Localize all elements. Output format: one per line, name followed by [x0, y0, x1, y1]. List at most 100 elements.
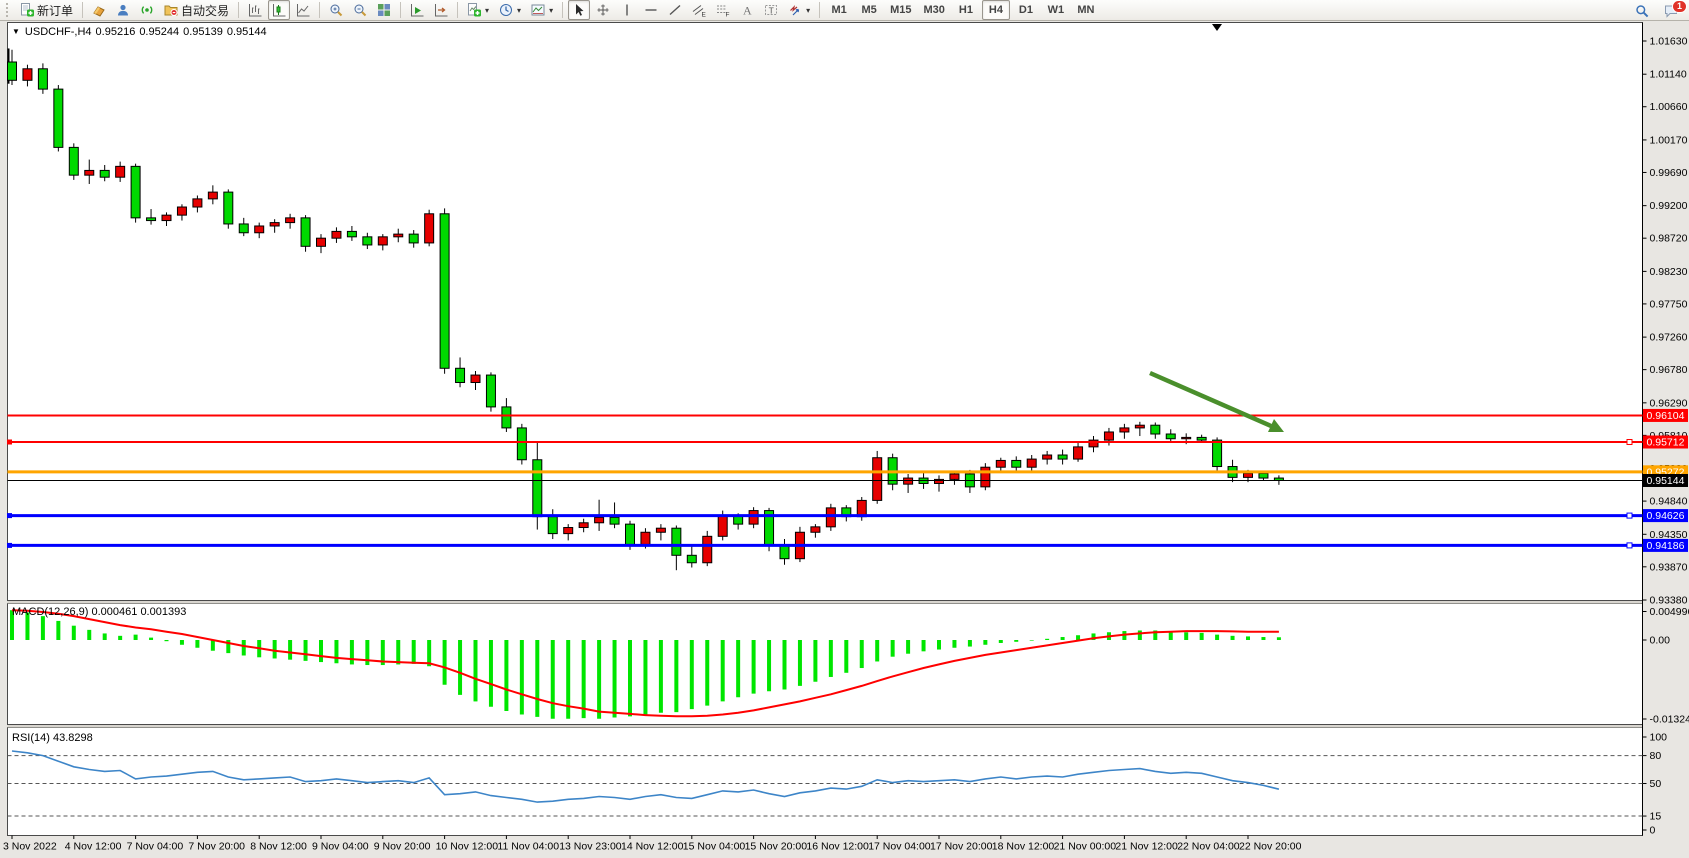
- new-chart-icon: [467, 3, 482, 17]
- cursor-button[interactable]: [568, 0, 591, 20]
- timeframe-m5[interactable]: M5: [855, 0, 883, 20]
- line-handle[interactable]: [7, 439, 12, 445]
- line-handle[interactable]: [7, 513, 12, 519]
- gold-button[interactable]: [88, 0, 110, 20]
- price-tick-label: 1.00660: [1650, 101, 1688, 113]
- line-handle[interactable]: [1626, 439, 1633, 446]
- time-tick-label: 3 Nov 2022: [3, 841, 57, 853]
- price-label-text: 0.94186: [1647, 540, 1685, 552]
- vertical-line-button[interactable]: [616, 0, 638, 20]
- svg-text:E: E: [702, 12, 707, 18]
- rsi-value: 43.8298: [52, 732, 93, 744]
- timeframe-mn[interactable]: MN: [1072, 0, 1100, 20]
- main-toolbar: 新订单 自动交易 ▾ ▾ ▾ E F A T ▾ M1 M5 M15 M30 H1 H4 D1 W1 MN: [0, 0, 1689, 21]
- autotrading-icon: [164, 3, 178, 17]
- text-label-button[interactable]: T: [760, 0, 782, 20]
- dropdown-caret-icon[interactable]: ▾: [517, 5, 522, 15]
- tile-windows-button[interactable]: [373, 0, 395, 20]
- time-tick-label: 17 Nov 20:00: [930, 841, 993, 853]
- toolbar-separator: [819, 2, 821, 18]
- timeframe-d1-label: D1: [1018, 4, 1033, 16]
- line-handle[interactable]: [1626, 512, 1633, 519]
- current-price-line[interactable]: 0.95144: [7, 473, 1689, 487]
- time-tick-label: 17 Nov 04:00: [868, 841, 931, 853]
- channel-button[interactable]: E: [688, 0, 710, 20]
- svg-text:T: T: [769, 5, 774, 15]
- new-chart-button[interactable]: ▾: [463, 0, 493, 20]
- timeframe-h1-label: H1: [958, 4, 973, 16]
- price-axis[interactable]: 1.01630 1.01140 1.00660 1.00170 0.99690 0.992…: [1642, 22, 1689, 837]
- candlestick-button[interactable]: [268, 0, 291, 20]
- notification-badge: 1: [1671, 0, 1687, 13]
- dropdown-caret-icon[interactable]: ▾: [806, 5, 811, 15]
- hline-0.94186[interactable]: 0.94186: [7, 538, 1688, 552]
- channel-icon: E: [692, 3, 706, 17]
- timeframe-mn-label: MN: [1077, 4, 1095, 16]
- rsi-line: [11, 750, 1280, 803]
- template-icon: [531, 3, 545, 17]
- horizontal-line-button[interactable]: [640, 0, 662, 20]
- rsi-panel: [7, 727, 1643, 836]
- price-tick-label: 0.98230: [1650, 266, 1688, 278]
- trend-arrow-annotation[interactable]: [1149, 370, 1284, 432]
- price-label-text: 0.95144: [1647, 475, 1685, 487]
- arrows-button[interactable]: ▾: [784, 0, 814, 20]
- dropdown-caret-icon[interactable]: ▾: [485, 5, 490, 15]
- time-tick-label: 21 Nov 12:00: [1115, 841, 1178, 853]
- cursor-icon: [572, 3, 586, 17]
- new-order-button[interactable]: 新订单: [16, 0, 77, 20]
- timeframe-h1[interactable]: H1: [952, 0, 980, 20]
- toolbar-grip[interactable]: [6, 3, 12, 17]
- templates-button[interactable]: ▾: [527, 0, 557, 20]
- rsi-tick-label: 80: [1650, 750, 1662, 762]
- arrows-icon: [788, 3, 802, 17]
- timeframe-h4[interactable]: H4: [981, 0, 1010, 20]
- candlestick-icon: [272, 3, 286, 17]
- macd-tick-label: -0.013248: [1650, 713, 1689, 725]
- toolbar-separator: [400, 2, 402, 18]
- line-chart-button[interactable]: [292, 0, 314, 20]
- horizontal-lines: 0.961040.957120.952720.951440.946260.941…: [7, 408, 1689, 552]
- line-handle[interactable]: [7, 542, 12, 548]
- hline-0.95712[interactable]: 0.95712: [7, 435, 1688, 449]
- trendline-icon: [668, 3, 682, 17]
- text-icon: A: [740, 3, 754, 18]
- chart-shift-marker[interactable]: [1212, 24, 1222, 31]
- timeframe-d1[interactable]: D1: [1012, 0, 1040, 20]
- toolbar-separator: [562, 2, 564, 18]
- price-close: 0.95144: [226, 26, 267, 38]
- splitter-main-macd[interactable]: [7, 601, 1643, 604]
- autoscroll-button[interactable]: [406, 0, 428, 20]
- timeframe-w1-label: W1: [1047, 4, 1065, 16]
- chat-button[interactable]: 1: [1660, 0, 1687, 21]
- community-button[interactable]: [112, 0, 134, 20]
- splitter-macd-rsi[interactable]: [7, 725, 1643, 728]
- zoom-out-button[interactable]: [349, 0, 371, 20]
- chevron-down-icon[interactable]: ▼: [12, 27, 20, 36]
- price-tick-label: 0.94350: [1650, 529, 1688, 541]
- dropdown-caret-icon[interactable]: ▾: [549, 5, 554, 15]
- timeframe-w1[interactable]: W1: [1042, 0, 1070, 20]
- new-order-button-label: 新订单: [37, 3, 74, 18]
- autotrading-button[interactable]: 自动交易: [160, 0, 233, 20]
- trendline-button[interactable]: [664, 0, 686, 20]
- bar-chart-button[interactable]: [244, 0, 266, 20]
- hline-0.94626[interactable]: 0.94626: [7, 509, 1688, 523]
- text-button[interactable]: A: [736, 0, 758, 20]
- line-handle[interactable]: [1626, 542, 1633, 549]
- zoom-in-button[interactable]: [325, 0, 347, 20]
- chart-shift-button[interactable]: [430, 0, 452, 20]
- time-tick-label: 9 Nov 04:00: [312, 841, 369, 853]
- periods-button[interactable]: ▾: [495, 0, 525, 20]
- search-button[interactable]: [1631, 1, 1653, 21]
- crosshair-button[interactable]: [592, 0, 614, 20]
- chart-symbol: USDCHF-,H4: [24, 26, 92, 38]
- timeframe-m30[interactable]: M30: [919, 0, 950, 20]
- timeframe-m1[interactable]: M1: [825, 0, 853, 20]
- fibonacci-button[interactable]: F: [712, 0, 734, 20]
- timeframe-m15[interactable]: M15: [885, 0, 916, 20]
- hline-0.96104[interactable]: 0.96104: [7, 408, 1689, 422]
- signals-button[interactable]: [136, 0, 158, 20]
- time-axis[interactable]: 3 Nov 2022 4 Nov 12:00 7 Nov 04:00 7 Nov 20…: [3, 835, 1302, 853]
